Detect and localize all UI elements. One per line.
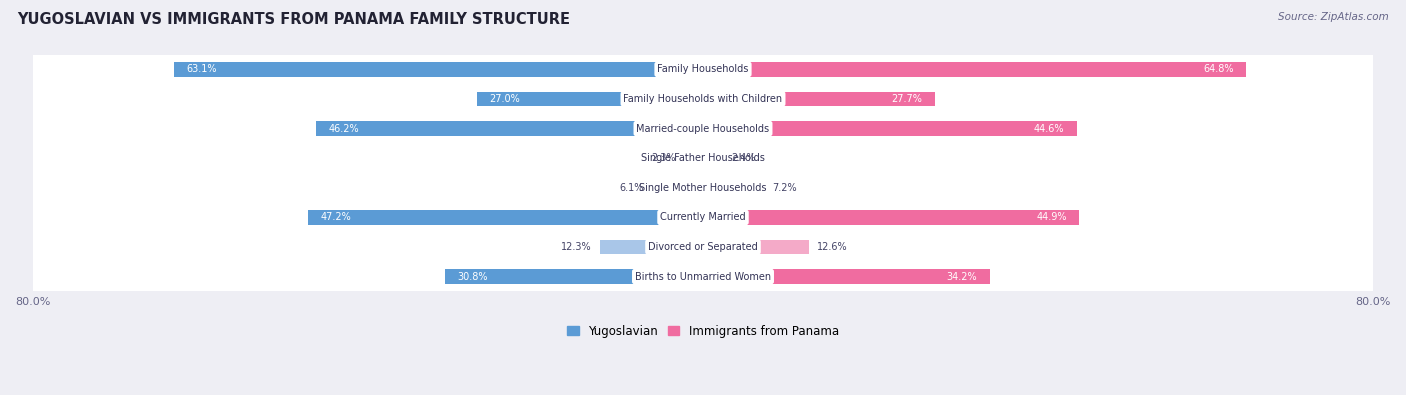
Text: Family Households with Children: Family Households with Children <box>623 94 783 104</box>
Text: 64.8%: 64.8% <box>1204 64 1233 74</box>
Bar <box>652 181 703 195</box>
Bar <box>600 239 703 254</box>
FancyBboxPatch shape <box>32 103 1374 153</box>
Bar <box>703 62 1246 77</box>
Text: 44.6%: 44.6% <box>1033 124 1064 134</box>
Text: Births to Unmarried Women: Births to Unmarried Women <box>636 271 770 282</box>
Text: Divorced or Separated: Divorced or Separated <box>648 242 758 252</box>
Text: Married-couple Households: Married-couple Households <box>637 124 769 134</box>
Bar <box>174 62 703 77</box>
Text: 47.2%: 47.2% <box>321 213 352 222</box>
Text: 63.1%: 63.1% <box>187 64 218 74</box>
Text: 34.2%: 34.2% <box>946 271 977 282</box>
Text: 2.4%: 2.4% <box>731 153 756 163</box>
FancyBboxPatch shape <box>32 74 1374 124</box>
FancyBboxPatch shape <box>32 163 1374 213</box>
Text: 27.0%: 27.0% <box>489 94 520 104</box>
Text: 12.6%: 12.6% <box>817 242 848 252</box>
Bar <box>703 121 1077 136</box>
Text: 46.2%: 46.2% <box>329 124 359 134</box>
FancyBboxPatch shape <box>32 44 1374 94</box>
FancyBboxPatch shape <box>32 133 1374 183</box>
Bar <box>703 239 808 254</box>
Text: 30.8%: 30.8% <box>457 271 488 282</box>
Bar <box>444 269 703 284</box>
Bar <box>703 151 723 166</box>
Text: 12.3%: 12.3% <box>561 242 592 252</box>
Text: Source: ZipAtlas.com: Source: ZipAtlas.com <box>1278 12 1389 22</box>
Legend: Yugoslavian, Immigrants from Panama: Yugoslavian, Immigrants from Panama <box>567 325 839 338</box>
FancyBboxPatch shape <box>32 252 1374 301</box>
Bar <box>477 92 703 106</box>
Text: Single Father Households: Single Father Households <box>641 153 765 163</box>
Text: 44.9%: 44.9% <box>1036 213 1067 222</box>
Text: Single Mother Households: Single Mother Households <box>640 183 766 193</box>
Bar <box>703 269 990 284</box>
Text: YUGOSLAVIAN VS IMMIGRANTS FROM PANAMA FAMILY STRUCTURE: YUGOSLAVIAN VS IMMIGRANTS FROM PANAMA FA… <box>17 12 569 27</box>
Text: 2.3%: 2.3% <box>651 153 675 163</box>
FancyBboxPatch shape <box>32 222 1374 272</box>
Bar <box>308 210 703 225</box>
Bar <box>703 210 1080 225</box>
Text: 27.7%: 27.7% <box>891 94 922 104</box>
Text: Currently Married: Currently Married <box>661 213 745 222</box>
Text: Family Households: Family Households <box>658 64 748 74</box>
Bar <box>703 92 935 106</box>
Bar <box>316 121 703 136</box>
FancyBboxPatch shape <box>32 192 1374 242</box>
Bar <box>683 151 703 166</box>
Text: 7.2%: 7.2% <box>772 183 796 193</box>
Bar <box>703 181 763 195</box>
Text: 6.1%: 6.1% <box>619 183 644 193</box>
